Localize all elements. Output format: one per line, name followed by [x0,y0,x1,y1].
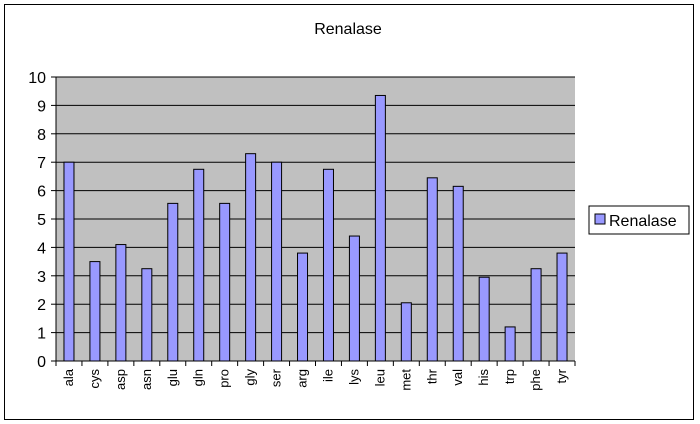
gridlines [56,76,575,334]
chart-title: Renalase [314,21,382,38]
bar-ala [63,161,75,362]
bar-thr [426,177,438,362]
bar-cys [89,261,101,362]
x-tick-label-met: met [398,369,413,391]
bar-tyr [556,252,568,362]
bar-pro [219,202,231,362]
y-tick-label: 9 [37,98,46,115]
x-tick-label-val: val [450,369,465,386]
x-tick-label-asp: asp [113,369,128,390]
y-tick-labels: 0 1 2 3 4 5 6 7 8 9 10 [28,70,46,371]
x-tick-label-asn: asn [139,369,154,390]
x-tick-label-gly: gly [243,369,258,386]
bar-ser [271,161,283,362]
legend: Renalase [588,205,690,235]
y-tick-label: 8 [37,127,46,144]
y-tick-label: 1 [37,326,46,343]
x-tick-label-pro: pro [217,369,232,388]
bar-phe [530,268,542,362]
y-tick-label: 3 [37,269,46,286]
y-tick-label: 6 [37,184,46,201]
x-tick-label-cys: cys [87,369,102,389]
legend-swatch [594,213,606,225]
legend-label: Renalase [609,213,677,230]
bar-met [400,302,412,362]
x-tick-label-tyr: tyr [554,368,569,383]
x-tick-label-leu: leu [372,369,387,386]
x-tick-label-lys: lys [346,369,361,385]
x-tick-label-thr: thr [424,368,439,384]
x-tick-label-his: his [476,369,491,386]
bar-lys [348,235,360,362]
x-tick-labels: ala cys asp asn glu gln pro gly ser arg ile lys leu m… [61,368,569,390]
bar-asp [115,244,127,362]
x-tick-label-phe: phe [528,369,543,391]
bar-asn [141,268,153,362]
x-tick-label-ala: ala [61,368,76,386]
x-tick-label-ser: ser [269,368,284,387]
bar-ile [322,168,334,362]
y-tick-label: 7 [37,155,46,172]
bar-glu [167,202,179,362]
bar-trp [504,326,516,362]
y-tick-label: 2 [37,297,46,314]
x-tick-label-trp: trp [502,369,517,384]
x-tick-label-glu: glu [165,369,180,386]
legend-box [588,205,690,235]
x-tick-label-ile: ile [320,369,335,382]
x-tick-label-arg: arg [295,369,310,388]
bar-gly [245,153,257,362]
bar-arg [297,252,309,362]
axes [51,76,576,366]
bar-his [478,276,490,362]
bar-val [452,185,464,362]
bar-leu [374,94,386,362]
y-tick-label: 10 [28,70,46,87]
y-tick-label: 5 [37,212,46,229]
y-tick-label: 0 [37,354,46,371]
bar-gln [193,168,205,362]
y-tick-label: 4 [37,240,46,257]
x-tick-label-gln: gln [191,369,206,386]
